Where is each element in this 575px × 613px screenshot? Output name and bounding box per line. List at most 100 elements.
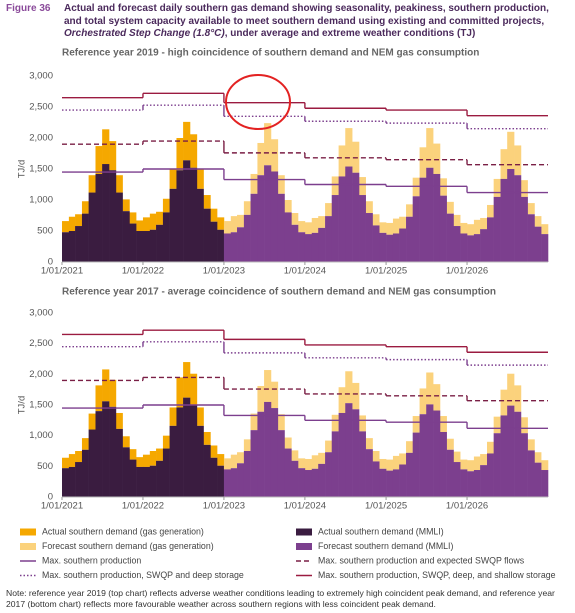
demand-area xyxy=(473,234,481,262)
demand-area xyxy=(527,439,535,451)
demand-area xyxy=(250,413,258,431)
x-tick-label: 1/01/2023 xyxy=(203,266,245,277)
demand-area xyxy=(392,455,400,470)
demand-area xyxy=(149,213,157,230)
demand-area xyxy=(203,431,211,445)
demand-area xyxy=(473,456,481,471)
demand-area xyxy=(109,141,117,171)
demand-area xyxy=(223,469,232,497)
demand-area xyxy=(277,175,285,194)
demand-area xyxy=(500,415,508,497)
y-tick-label: 1,500 xyxy=(29,164,53,175)
title-text: Actual and forecast daily southern gas d… xyxy=(64,3,549,27)
demand-area xyxy=(359,177,366,196)
y-tick-label: 2,500 xyxy=(29,102,53,113)
demand-area xyxy=(81,449,89,497)
demand-area xyxy=(257,142,265,176)
demand-area xyxy=(230,232,238,262)
legend-swatch xyxy=(296,528,312,536)
demand-area xyxy=(439,195,447,262)
demand-area xyxy=(277,193,285,262)
demand-area xyxy=(217,465,225,497)
demand-area xyxy=(203,208,211,262)
demand-area xyxy=(304,234,313,262)
demand-area xyxy=(406,441,413,453)
demand-area xyxy=(446,213,454,262)
demand-area xyxy=(223,233,232,262)
demand-area xyxy=(210,221,218,262)
demand-area xyxy=(75,214,83,227)
demand-area xyxy=(365,449,373,497)
legend-label: Max. southern production and expected SW… xyxy=(318,555,525,565)
demand-area xyxy=(250,193,258,262)
x-tick-label: 1/01/2024 xyxy=(284,266,326,277)
demand-area xyxy=(426,404,434,497)
legend-swatch xyxy=(20,528,36,536)
demand-area xyxy=(95,173,103,262)
demand-area xyxy=(541,460,549,471)
demand-area xyxy=(176,377,184,408)
demand-area xyxy=(406,204,413,217)
demand-area xyxy=(311,217,319,233)
demand-area xyxy=(122,436,130,448)
y-tick-label: 1,000 xyxy=(29,195,53,206)
demand-area xyxy=(412,416,420,433)
demand-area xyxy=(541,470,549,497)
demand-area xyxy=(284,212,292,262)
demand-area xyxy=(162,212,170,262)
demand-area xyxy=(352,382,360,410)
demand-area xyxy=(230,468,238,497)
demand-area xyxy=(338,387,346,413)
legend-label: Max. southern production, SWQP and deep … xyxy=(42,570,244,580)
demand-area xyxy=(493,416,501,434)
demand-area xyxy=(514,175,522,262)
demand-area xyxy=(156,211,164,225)
demand-area xyxy=(156,460,164,497)
demand-area xyxy=(399,464,407,497)
demand-area xyxy=(331,176,339,196)
demand-area xyxy=(493,196,501,262)
demand-area xyxy=(169,425,177,497)
demand-area xyxy=(493,178,501,197)
demand-area xyxy=(109,406,117,497)
demand-area xyxy=(62,457,70,469)
demand-area xyxy=(136,231,144,262)
demand-area xyxy=(142,454,151,467)
demand-area xyxy=(102,401,110,497)
demand-area xyxy=(291,213,299,225)
demand-area xyxy=(189,134,198,168)
figure-label: Figure 36 xyxy=(6,3,51,14)
demand-area xyxy=(493,433,501,497)
legend-label: Forecast southern demand (MMLI) xyxy=(318,541,453,551)
demand-area xyxy=(473,219,481,235)
demand-area xyxy=(372,225,380,262)
demand-area xyxy=(534,462,542,497)
demand-area xyxy=(68,454,76,467)
demand-area xyxy=(541,234,549,262)
demand-area xyxy=(507,169,515,262)
demand-area xyxy=(298,468,306,497)
demand-area xyxy=(426,128,434,168)
demand-area xyxy=(189,405,198,497)
demand-area xyxy=(250,430,258,497)
demand-area xyxy=(304,222,313,235)
demand-area xyxy=(467,224,475,236)
demand-area xyxy=(392,233,400,262)
demand-area xyxy=(62,232,70,262)
demand-area xyxy=(352,172,360,262)
charts: Reference year 2019 - high coincidence o… xyxy=(17,48,556,580)
demand-area xyxy=(386,222,394,235)
demand-area xyxy=(210,208,218,222)
demand-area xyxy=(88,429,96,497)
y-tick-label: 2,500 xyxy=(29,338,53,349)
demand-area xyxy=(95,385,103,412)
demand-area xyxy=(250,173,258,194)
demand-area xyxy=(487,204,494,218)
note: Note: reference year 2019 (top chart) re… xyxy=(6,588,555,609)
demand-area xyxy=(217,454,225,466)
demand-area xyxy=(243,451,251,497)
demand-area xyxy=(264,370,272,402)
demand-area xyxy=(115,428,123,497)
demand-area xyxy=(412,196,420,262)
demand-area xyxy=(419,177,427,262)
